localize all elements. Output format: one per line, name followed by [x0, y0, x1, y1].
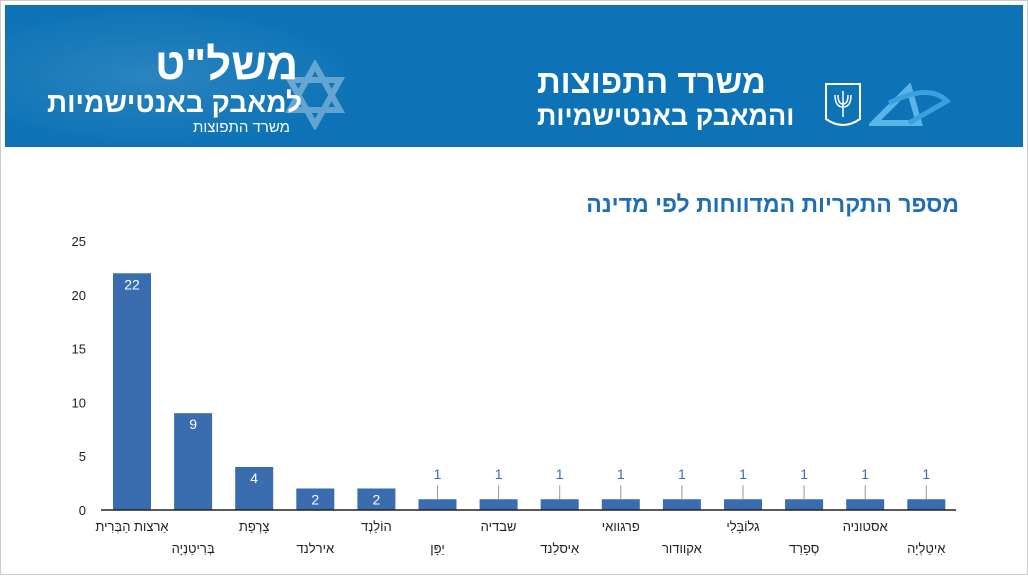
- bar: [724, 499, 762, 510]
- data-label: 1: [434, 466, 442, 482]
- bar: [357, 488, 396, 510]
- x-tick-label: בְּרִיטַנְיָה: [172, 541, 215, 556]
- bar: [846, 499, 885, 510]
- x-tick-label: יַפָּן: [430, 541, 445, 556]
- y-tick-label: 10: [72, 395, 86, 410]
- x-tick-label: אִיטַלְיָה: [907, 541, 945, 556]
- x-tick-label: אקוודור: [662, 541, 702, 556]
- project-ministry: משרד התפוצות: [193, 119, 290, 136]
- x-tick-label: אַרצות הַבְּרִית: [95, 519, 168, 534]
- chart-title: מספר התקריות המדווחות לפי מדינה: [586, 191, 959, 217]
- x-tick-label: אירלנד: [296, 541, 334, 556]
- bar: [296, 488, 335, 510]
- y-tick-label: 5: [79, 449, 86, 464]
- data-label: 1: [678, 466, 686, 482]
- bar: [601, 499, 640, 510]
- star-of-david-icon: [285, 60, 345, 130]
- banner-decoration: [5, 5, 365, 147]
- y-tick-label: 25: [72, 234, 86, 249]
- data-label: 1: [922, 466, 930, 482]
- data-label: 22: [124, 276, 140, 292]
- x-tick-label: אִיסלַנד: [540, 541, 579, 556]
- x-tick-label: פרגוואי: [602, 519, 640, 534]
- y-tick-label: 15: [72, 342, 86, 357]
- data-label: 1: [739, 466, 747, 482]
- project-title: משל"ט: [155, 40, 299, 89]
- x-tick-label: צָרְפַת: [239, 519, 270, 534]
- data-label: 1: [617, 466, 625, 482]
- header-banner: משל"ט למאבק באנטישמיות משרד התפוצות משרד…: [5, 5, 1023, 147]
- data-label: 2: [373, 491, 381, 507]
- bar: [479, 499, 518, 510]
- x-tick-label: אסטוניה: [843, 519, 888, 534]
- y-tick-label: 20: [72, 288, 86, 303]
- bar: [662, 499, 701, 510]
- data-label: 1: [800, 466, 808, 482]
- bar: [113, 273, 151, 510]
- data-label: 1: [861, 466, 869, 482]
- state-emblem-icon: [825, 83, 861, 126]
- bar: [907, 499, 946, 510]
- project-subtitle: למאבק באנטישמיות: [47, 87, 303, 118]
- data-label: 1: [495, 466, 503, 482]
- data-label: 9: [189, 416, 197, 432]
- y-tick-label: 0: [79, 503, 86, 518]
- ministry-name-line1: משרד התפוצות: [537, 63, 766, 100]
- bar: [540, 499, 579, 510]
- bar: [418, 499, 457, 510]
- x-tick-label: הוֹלַנְד: [361, 519, 392, 534]
- bar: [785, 499, 824, 510]
- data-label: 4: [250, 470, 258, 486]
- x-tick-label: שבדיה: [481, 519, 517, 534]
- data-label: 1: [556, 466, 564, 482]
- bar: [174, 413, 213, 510]
- x-tick-label: סְפָרַד: [789, 541, 819, 556]
- x-tick-label: גלוֹבָּלִי: [726, 519, 760, 534]
- ministry-name-line2: והמאבק באנטישמיות: [537, 101, 795, 131]
- bar: [235, 466, 274, 510]
- data-label: 2: [311, 491, 319, 507]
- ministry-logo-icon: [869, 83, 952, 126]
